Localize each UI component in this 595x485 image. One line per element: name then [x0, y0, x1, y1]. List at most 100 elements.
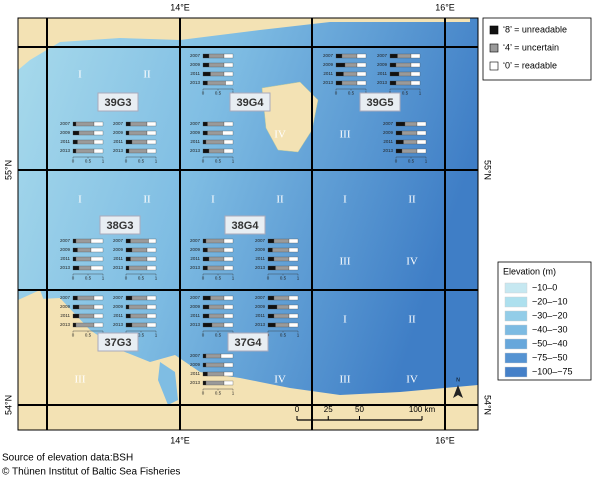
- year-label: 2009: [60, 304, 71, 309]
- tick-label: 0: [125, 159, 128, 164]
- quadrant-label: I: [78, 194, 82, 206]
- bar-segment: [356, 80, 367, 86]
- rectangle-code: 37G3: [105, 337, 132, 349]
- bar-segment: [202, 148, 210, 154]
- year-label: 2007: [60, 121, 71, 126]
- bar-segment: [128, 148, 148, 154]
- bar-segment: [276, 304, 290, 310]
- tick-label: 0.5: [138, 159, 145, 164]
- code-box: [99, 215, 141, 235]
- bar-segment: [93, 121, 104, 127]
- bar-segment: [207, 265, 225, 271]
- bar-segment: [207, 371, 225, 377]
- lat-label: 55°N: [483, 160, 493, 180]
- legend-label: −40–−30: [532, 324, 568, 334]
- year-label: 2007: [190, 353, 201, 358]
- bar-segment: [131, 247, 148, 253]
- year-label: 2011: [190, 71, 200, 76]
- bar-segment: [125, 256, 131, 262]
- bar-segment: [341, 53, 358, 59]
- rectangle-code: 39G5: [367, 97, 394, 109]
- bar-segment: [202, 353, 207, 359]
- bar-segment: [125, 238, 131, 244]
- bar-segment: [146, 139, 157, 145]
- tick-label: 1: [297, 333, 300, 338]
- bar-segment: [223, 148, 234, 154]
- bar-segment: [125, 265, 130, 271]
- year-label: 2011: [190, 313, 200, 318]
- bar-segment: [131, 139, 148, 145]
- year-label: 2009: [190, 130, 201, 135]
- year-label: 2007: [255, 238, 266, 243]
- bar-segment: [93, 295, 104, 301]
- bar-segment: [208, 53, 225, 59]
- bar-segment: [356, 62, 367, 68]
- bar-segment: [273, 238, 290, 244]
- bar-segment: [403, 139, 418, 145]
- tick-label: 1: [297, 276, 300, 281]
- bar-segment: [223, 62, 234, 68]
- quadrant-label: III: [340, 256, 351, 268]
- legend-swatch: [504, 324, 528, 336]
- bar-segment: [146, 265, 157, 271]
- bar-segment: [131, 322, 148, 328]
- bar-segment: [208, 62, 225, 68]
- bar-segment: [356, 53, 367, 59]
- svg-text:N: N: [456, 377, 460, 383]
- bar-segment: [202, 121, 208, 127]
- bar-segment: [225, 80, 234, 86]
- bar-segment: [205, 139, 225, 145]
- year-label: 2013: [255, 322, 266, 327]
- bar-segment: [341, 80, 358, 86]
- bar-segment: [146, 148, 157, 154]
- bar-segment: [223, 304, 234, 310]
- tick-label: 0.5: [215, 391, 222, 396]
- bar-segment: [205, 380, 225, 386]
- bar-segment: [397, 53, 412, 59]
- scale-label: 100 km: [409, 405, 436, 414]
- bar-segment: [205, 353, 222, 359]
- year-label: 2011: [190, 139, 200, 144]
- bar-segment: [202, 313, 210, 319]
- bar-segment: [146, 130, 157, 136]
- quadrant-label: I: [343, 194, 347, 206]
- bar-segment: [223, 256, 234, 262]
- year-label: 2007: [190, 295, 201, 300]
- bar-segment: [273, 313, 290, 319]
- quadrant-label: IV: [406, 256, 418, 268]
- lagoon: [158, 362, 178, 405]
- year-label: 2007: [113, 295, 124, 300]
- rectangle-grid: [18, 18, 478, 430]
- tick-label: 0: [72, 159, 75, 164]
- year-label: 2009: [113, 247, 124, 252]
- bar-segment: [130, 238, 149, 244]
- year-label: 2013: [190, 265, 201, 270]
- year-label: 2013: [190, 322, 201, 327]
- bar-segment: [267, 322, 276, 328]
- bar-segment: [93, 130, 104, 136]
- bar-segment: [267, 313, 275, 319]
- bar-segment: [288, 295, 299, 301]
- bar-segment: [410, 53, 421, 59]
- tick-label: 1: [232, 276, 235, 281]
- bar-segment: [335, 53, 343, 59]
- legend-swatch: [489, 43, 499, 53]
- bar-segment: [72, 247, 78, 253]
- year-label: 2011: [190, 371, 200, 376]
- bar-segment: [202, 362, 207, 368]
- bar-segment: [125, 130, 130, 136]
- tick-label: 0.5: [215, 276, 222, 281]
- bar-segment: [223, 53, 234, 59]
- bar-segment: [146, 295, 157, 301]
- bar-segment: [75, 256, 92, 262]
- quadrant-label: II: [408, 314, 416, 326]
- bar-segment: [207, 130, 223, 136]
- legend-swatch: [504, 366, 528, 378]
- bar-segment: [267, 238, 275, 244]
- bar-segment: [93, 304, 104, 310]
